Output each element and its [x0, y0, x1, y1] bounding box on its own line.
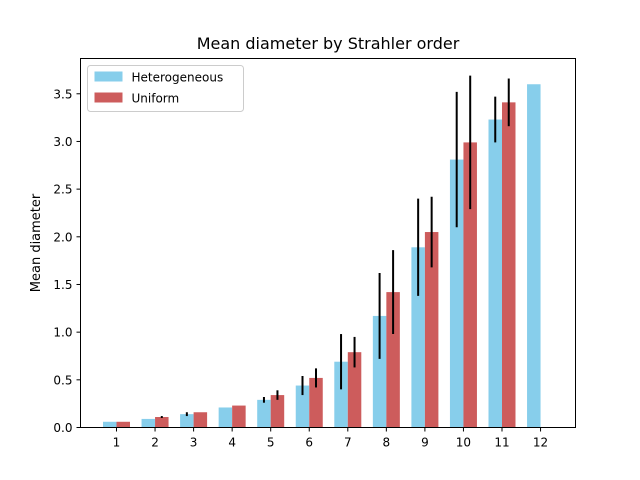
y-tick-label: 3.0	[53, 135, 72, 149]
bar-heterogeneous-10	[449, 159, 464, 428]
bar-heterogeneous-4	[218, 407, 233, 428]
x-axis: 1 2 3 4 5 6 7 8 9 10 11 12	[113, 427, 548, 450]
y-tick-label: 2.0	[53, 230, 72, 244]
x-tick-label: 3	[190, 436, 198, 450]
y-axis: 0.0 0.5 1.0 1.5 2.0 2.5 3.0 3.5	[53, 87, 81, 435]
bar-heterogeneous-8	[372, 315, 387, 428]
bar-heterogeneous-1	[103, 421, 117, 428]
y-tick-label: 3.5	[53, 87, 72, 101]
legend-label-heterogeneous: Heterogeneous	[132, 71, 224, 85]
y-tick-label: 1.0	[53, 326, 72, 340]
bar-uniform-11	[502, 102, 516, 428]
bar-heterogeneous-12	[527, 84, 541, 428]
bar-uniform-5	[270, 395, 285, 428]
x-tick-label: 4	[228, 436, 236, 450]
bar-heterogeneous-11	[488, 119, 502, 428]
x-tick-label: 2	[151, 436, 159, 450]
x-tick-label: 6	[305, 436, 313, 450]
x-tick-label: 5	[267, 436, 275, 450]
bar-heterogeneous-2	[141, 418, 156, 428]
bar-heterogeneous-6	[295, 385, 310, 428]
bar-uniform-2	[155, 417, 169, 428]
bar-heterogeneous-7	[334, 361, 348, 428]
y-tick-label: 0.0	[53, 421, 72, 435]
bar-uniform-8	[386, 292, 400, 428]
legend-label-uniform: Uniform	[132, 92, 180, 106]
x-tick-label: 1	[113, 436, 121, 450]
x-tick-label: 8	[383, 436, 391, 450]
x-tick-label: 11	[494, 436, 509, 450]
error-bars-layer	[160, 75, 510, 418]
x-tick-label: 12	[533, 436, 548, 450]
bar-uniform-3	[193, 412, 208, 428]
plot-frame	[80, 58, 576, 428]
bar-uniform-6	[309, 377, 323, 428]
bar-uniform-9	[424, 232, 439, 428]
y-axis-label: Mean diameter	[29, 193, 44, 292]
x-tick-label: 10	[456, 436, 471, 450]
bar-uniform-4	[232, 405, 246, 428]
bar-uniform-10	[463, 142, 477, 428]
legend-box	[87, 65, 244, 112]
bar-heterogeneous-5	[257, 399, 271, 428]
x-tick-label: 7	[344, 436, 352, 450]
legend: Heterogeneous Uniform	[87, 65, 244, 112]
bar-heterogeneous-3	[180, 414, 194, 428]
legend-swatch-uniform	[94, 92, 123, 103]
bar-uniform-1	[116, 421, 130, 428]
y-tick-label: 1.5	[53, 278, 72, 292]
x-tick-label: 9	[421, 436, 429, 450]
y-tick-label: 0.5	[53, 373, 72, 387]
bar-heterogeneous-9	[411, 247, 425, 428]
chart-title: Mean diameter by Strahler order	[197, 34, 460, 53]
bar-uniform-7	[347, 352, 362, 428]
bars-layer	[103, 84, 541, 428]
y-tick-label: 2.5	[53, 183, 72, 197]
legend-swatch-heterogeneous	[94, 71, 123, 82]
